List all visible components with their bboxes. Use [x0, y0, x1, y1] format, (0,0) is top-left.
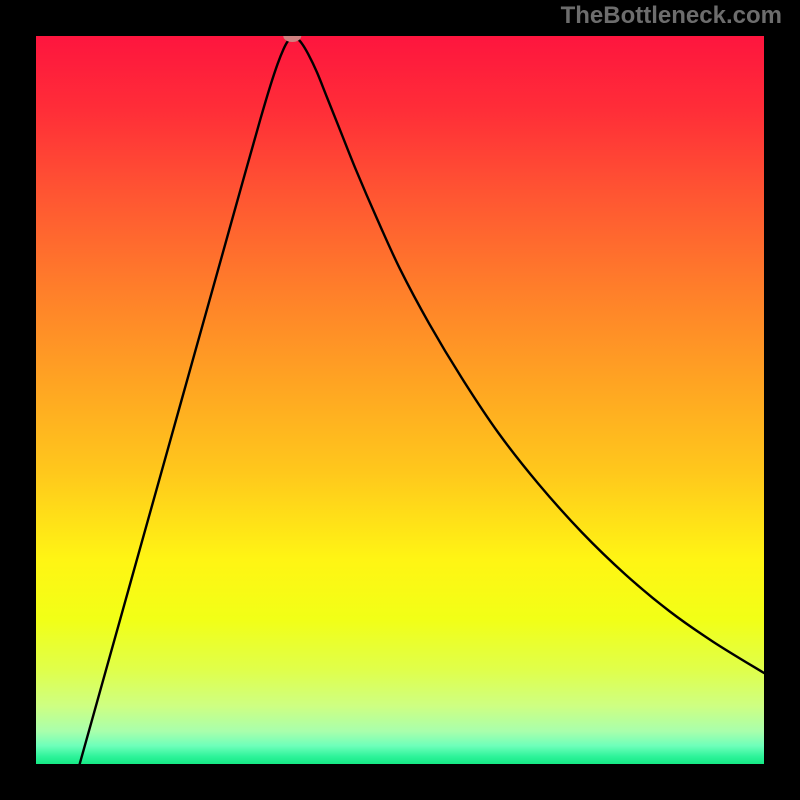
bottleneck-curve: [80, 37, 764, 764]
chart-container: TheBottleneck.com: [0, 0, 800, 800]
curve-svg: [36, 36, 764, 764]
watermark-text: TheBottleneck.com: [561, 2, 782, 30]
plot-area: [36, 36, 764, 764]
